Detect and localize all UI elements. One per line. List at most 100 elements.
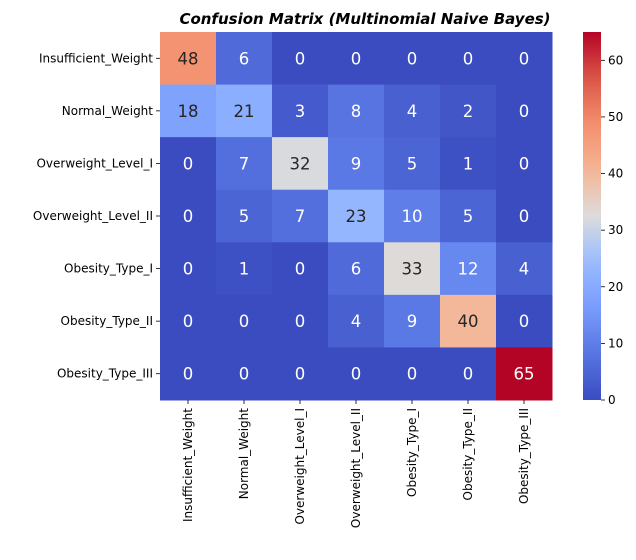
cell-value-label: 7 xyxy=(295,207,306,226)
cell-value-label: 10 xyxy=(402,207,423,226)
cell-value-label: 0 xyxy=(351,49,362,68)
cell-value-label: 1 xyxy=(239,260,250,279)
x-tick-label: Insufficient_Weight xyxy=(181,408,195,522)
y-tick-label: Obesity_Type_III xyxy=(57,367,153,381)
y-tick-labels: Insufficient_Weight Normal_Weight Overweig… xyxy=(33,51,160,381)
heatmap-cell xyxy=(328,294,385,348)
heatmap-cell xyxy=(496,347,553,401)
colorbar: 0 10 20 30 40 50 60 xyxy=(583,32,623,407)
cell-value-label: 0 xyxy=(463,49,474,68)
heatmap-cell xyxy=(496,84,553,138)
cell-value-label: 0 xyxy=(519,49,530,68)
heatmap-cell xyxy=(160,189,217,243)
y-tick-label: Insufficient_Weight xyxy=(39,51,153,65)
colorbar-tick-label: 50 xyxy=(608,110,623,124)
cell-value-label: 48 xyxy=(178,49,199,68)
colorbar-tick-label: 20 xyxy=(608,280,623,294)
cell-value-label: 2 xyxy=(463,102,474,121)
heatmap-cell xyxy=(216,137,273,191)
chart-title: Confusion Matrix (Multinomial Naive Baye… xyxy=(179,10,550,28)
cell-value-label: 0 xyxy=(351,365,362,384)
cell-value-label: 0 xyxy=(407,49,418,68)
heatmap-cell xyxy=(216,32,273,86)
heatmap-cell xyxy=(216,242,273,296)
heatmap-cell xyxy=(160,84,217,138)
heatmap-cell xyxy=(496,32,553,86)
cell-value-label: 0 xyxy=(519,312,530,331)
y-tick-label: Overweight_Level_II xyxy=(33,209,153,223)
cell-value-label: 4 xyxy=(519,260,530,279)
cell-value-label: 12 xyxy=(458,260,479,279)
heatmap-cell xyxy=(160,294,217,348)
heatmap-cell xyxy=(440,242,497,296)
cell-value-label: 0 xyxy=(519,207,530,226)
y-tick-label: Normal_Weight xyxy=(62,104,154,118)
cell-value-label: 21 xyxy=(234,102,255,121)
heatmap-cell xyxy=(272,137,329,191)
cell-value-label: 0 xyxy=(519,102,530,121)
heatmap-cell xyxy=(216,347,273,401)
y-tick-label: Obesity_Type_II xyxy=(61,314,153,328)
colorbar-tick-label: 0 xyxy=(608,393,616,407)
heatmap-cell xyxy=(328,347,385,401)
heatmap-cell xyxy=(160,137,217,191)
cell-value-label: 5 xyxy=(407,154,418,173)
cell-value-label: 23 xyxy=(346,207,367,226)
y-tick-label: Obesity_Type_I xyxy=(64,262,153,276)
x-tick-label: Overweight_Level_II xyxy=(349,408,363,528)
cell-value-label: 0 xyxy=(407,365,418,384)
colorbar-tick-label: 10 xyxy=(608,336,623,350)
heatmap-cells: 48 6 0 0 0 0 018 21 3 8 4 2 00 7 32 9 5 1 00 5 7 23 10 5 00 1 0 6 33… xyxy=(160,32,553,401)
cell-value-label: 4 xyxy=(407,102,418,121)
heatmap-cell xyxy=(440,347,497,401)
heatmap-cell xyxy=(440,32,497,86)
heatmap-cell xyxy=(216,84,273,138)
heatmap-cell xyxy=(160,242,217,296)
x-tick-label: Obesity_Type_III xyxy=(517,408,531,504)
cell-value-label: 4 xyxy=(351,312,362,331)
cell-value-label: 0 xyxy=(183,365,194,384)
cell-value-label: 0 xyxy=(295,49,306,68)
heatmap-cell xyxy=(496,242,553,296)
x-tick-labels: Insufficient_Weight Normal_Weight Overweig… xyxy=(181,400,531,528)
x-tick-label: Overweight_Level_I xyxy=(293,408,307,525)
cell-value-label: 9 xyxy=(351,154,362,173)
heatmap-cell xyxy=(384,137,441,191)
colorbar-tick-label: 60 xyxy=(608,53,623,67)
cell-value-label: 5 xyxy=(463,207,474,226)
cell-value-label: 0 xyxy=(463,365,474,384)
cell-value-label: 0 xyxy=(295,312,306,331)
cell-value-label: 18 xyxy=(178,102,199,121)
heatmap-cell xyxy=(272,32,329,86)
heatmap-cell xyxy=(496,294,553,348)
heatmap-cell xyxy=(384,294,441,348)
x-tick-label: Normal_Weight xyxy=(237,408,251,500)
cell-value-label: 6 xyxy=(351,260,362,279)
heatmap-cell xyxy=(440,84,497,138)
heatmap-cell xyxy=(328,242,385,296)
cell-value-label: 9 xyxy=(407,312,418,331)
colorbar-gradient xyxy=(583,32,601,400)
heatmap-cell xyxy=(440,294,497,348)
heatmap-cell xyxy=(384,84,441,138)
cell-value-label: 1 xyxy=(463,154,474,173)
y-tick-label: Overweight_Level_I xyxy=(36,156,153,170)
heatmap-cell xyxy=(440,189,497,243)
heatmap-cell xyxy=(384,189,441,243)
colorbar-tick-label: 30 xyxy=(608,223,623,237)
cell-value-label: 0 xyxy=(239,312,250,331)
heatmap-cell xyxy=(496,189,553,243)
heatmap-cell xyxy=(328,32,385,86)
x-tick-label: Obesity_Type_II xyxy=(461,408,475,500)
heatmap-cell xyxy=(328,189,385,243)
heatmap-cell xyxy=(272,189,329,243)
x-tick-label: Obesity_Type_I xyxy=(405,408,419,497)
cell-value-label: 8 xyxy=(351,102,362,121)
heatmap-cell xyxy=(440,137,497,191)
cell-value-label: 0 xyxy=(183,260,194,279)
heatmap-cell xyxy=(272,347,329,401)
heatmap-cell xyxy=(272,242,329,296)
heatmap-cell xyxy=(328,84,385,138)
cell-value-label: 65 xyxy=(514,365,535,384)
